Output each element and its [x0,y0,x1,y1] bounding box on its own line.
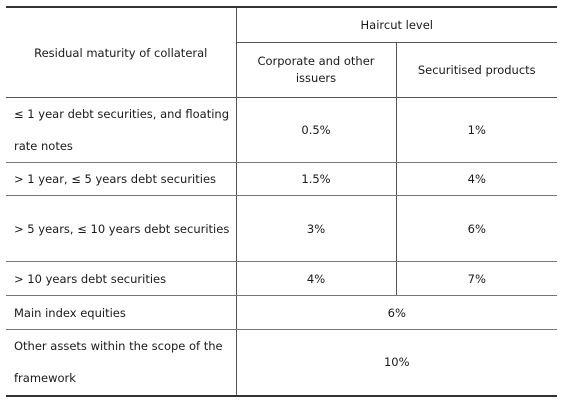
securitised-value: 1% [396,97,557,163]
row-label: Other assets within the scope of the fra… [6,329,237,397]
header-securitised-products: Securitised products [396,42,557,98]
table-row: > 10 years debt securities 4% 7% [6,261,557,296]
haircut-table: Residual maturity of collateral Haircut … [6,6,557,397]
table-row: > 5 years, ≤ 10 years debt securities 3%… [6,195,557,262]
table-row: ≤ 1 year debt securities, and floating r… [6,97,557,163]
combined-value: 10% [236,329,557,397]
header-residual-maturity: Residual maturity of collateral [6,6,237,98]
securitised-value: 7% [396,261,557,296]
table-row: Other assets within the scope of the fra… [6,329,557,397]
row-label: > 10 years debt securities [6,261,237,296]
header-corporate-issuers: Corporate and other issuers [236,42,397,98]
corporate-value: 4% [236,261,397,296]
row-label: Main index equities [6,295,237,330]
table-row: Main index equities 6% [6,295,557,330]
row-label: ≤ 1 year debt securities, and floating r… [6,97,237,163]
row-label: > 1 year, ≤ 5 years debt securities [6,162,237,196]
table-row: > 1 year, ≤ 5 years debt securities 1.5%… [6,162,557,196]
securitised-value: 6% [396,195,557,262]
header-haircut-level: Haircut level [236,6,557,43]
combined-value: 6% [236,295,557,330]
corporate-value: 3% [236,195,397,262]
securitised-value: 4% [396,162,557,196]
row-label: > 5 years, ≤ 10 years debt securities [6,195,237,262]
corporate-value: 0.5% [236,97,397,163]
corporate-value: 1.5% [236,162,397,196]
